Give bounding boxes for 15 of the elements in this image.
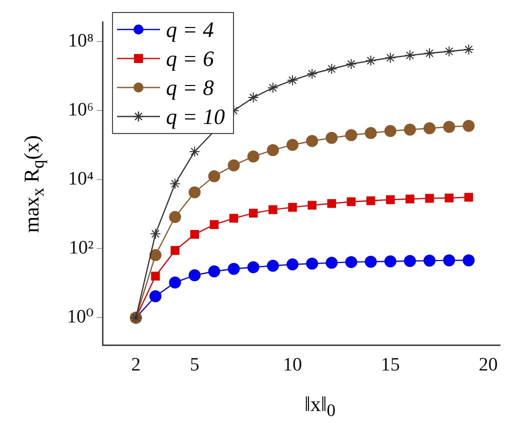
x-axis-title: ‖x‖$_{0}$ — [304, 392, 336, 422]
y-tick-label: 10⁶ — [68, 100, 94, 121]
legend-label: q = 10 — [166, 103, 225, 131]
x-tick-label: 20 — [478, 354, 498, 376]
legend-label: q = 8 — [166, 74, 214, 102]
y-tick-label: 10⁴ — [68, 168, 94, 190]
legend-label: q = 4 — [166, 16, 214, 44]
x-tick-label: 10 — [283, 354, 302, 376]
x-tick-label: 2 — [131, 354, 141, 376]
y-tick-label: 10⁰ — [66, 306, 94, 328]
x-tick-label: 5 — [190, 354, 200, 376]
y-tick-label: 10² — [68, 238, 94, 259]
y-tick-label: 10⁸ — [68, 30, 94, 52]
legend-label: q = 6 — [166, 45, 214, 73]
x-tick-label: 15 — [380, 354, 400, 376]
